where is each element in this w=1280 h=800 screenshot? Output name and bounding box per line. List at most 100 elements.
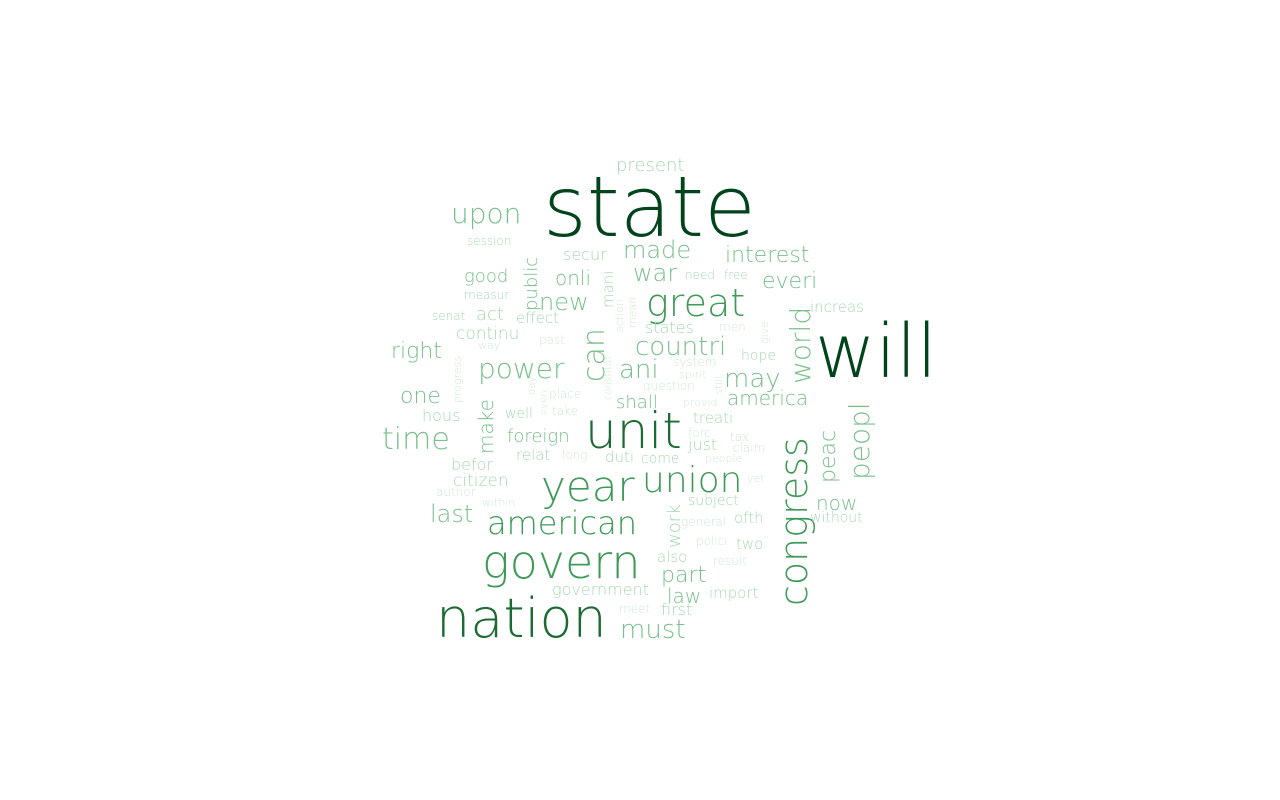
word-state: state	[543, 158, 756, 256]
word-congress: congress	[772, 437, 816, 606]
word-last: last	[430, 500, 473, 528]
word-time: time	[382, 422, 450, 457]
word-way: way	[478, 339, 500, 352]
word-within: within	[482, 496, 515, 509]
word-result: result	[713, 554, 747, 568]
word-system: system	[673, 355, 716, 369]
word-right: right	[391, 339, 442, 364]
word-secur: secur	[563, 245, 607, 264]
word-great: great	[646, 281, 745, 325]
word-effect: effect	[516, 309, 559, 327]
word-continu: continu	[456, 324, 519, 344]
word-two: two	[736, 535, 763, 553]
word-work: work	[664, 504, 685, 548]
word-peac: peac	[816, 430, 841, 483]
word-can: can	[577, 328, 612, 382]
word-general: general	[681, 515, 726, 529]
word-free: free	[724, 268, 748, 282]
word-will: will	[815, 309, 937, 395]
word-government: government	[552, 580, 649, 599]
word-peopl: peopl	[843, 402, 876, 480]
word-polici: polici	[696, 534, 728, 548]
word-even: even	[539, 390, 550, 415]
word-first: first	[661, 600, 692, 619]
word-must: must	[620, 615, 686, 645]
word-duti: duti	[605, 448, 634, 466]
word-claim: claim	[733, 441, 765, 455]
word-shall: shall	[616, 392, 658, 413]
word-citizen: citizen	[453, 471, 509, 491]
word-mean: mean	[626, 297, 639, 328]
word-long: long	[562, 448, 587, 462]
word-new: new	[539, 288, 589, 316]
word-increas: increas	[810, 298, 864, 316]
word-everi: everi	[762, 269, 817, 294]
word-upon: upon	[451, 197, 521, 230]
word-made: made	[623, 236, 691, 264]
word-public: public	[521, 257, 542, 311]
word-men: men	[719, 320, 746, 334]
word-session: session	[467, 234, 511, 248]
word-place: place	[549, 387, 581, 401]
word-meet: meet	[619, 602, 650, 616]
word-people: people	[705, 452, 742, 465]
word-now: now	[816, 491, 857, 515]
word-measur: measur	[464, 288, 509, 302]
word-power: power	[478, 352, 565, 385]
word-constitut: constitut	[603, 356, 614, 400]
word-union: union	[642, 460, 742, 501]
word-world: world	[784, 307, 817, 384]
word-interest: interest	[725, 243, 809, 268]
word-law: law	[667, 584, 701, 608]
word-day: day	[527, 377, 538, 395]
word-give: give	[758, 321, 771, 344]
word-author: author	[436, 485, 476, 499]
word-hope: hope	[741, 348, 776, 364]
word-take: take	[552, 404, 578, 418]
word-onli: onli	[555, 266, 591, 290]
word-foreign: foreign	[507, 426, 570, 447]
word-past: past	[539, 333, 565, 347]
word-treati: treati	[693, 409, 733, 427]
word-progress: progress	[451, 356, 464, 403]
word-tax: tax	[730, 430, 749, 444]
word-import: import	[709, 584, 759, 602]
word-question: question	[643, 379, 695, 393]
word-one: one	[400, 384, 441, 409]
word-provid: provid	[683, 396, 718, 409]
word-yet: yet	[747, 472, 765, 485]
word-senat: senat	[432, 309, 466, 323]
word-subject: subject	[688, 493, 739, 509]
word-need: need	[685, 268, 715, 282]
word-relat: relat	[516, 446, 550, 464]
word-without: without	[810, 510, 863, 526]
word-part: part	[661, 563, 706, 588]
word-ofth: ofth	[734, 509, 764, 527]
word-act: act	[476, 304, 504, 325]
word-come: come	[641, 451, 680, 467]
word-hous: hous	[422, 406, 460, 425]
word-good: good	[464, 266, 508, 287]
word-just: just	[687, 435, 717, 454]
word-still: still	[712, 376, 725, 395]
word-unit: unit	[585, 402, 682, 460]
word-forc: forc	[688, 426, 711, 440]
word-also: also	[657, 548, 687, 566]
word-year: year	[541, 462, 635, 511]
word-nation: nation	[436, 587, 607, 650]
word-spirit: spirit	[679, 368, 707, 381]
word-states: states	[645, 318, 694, 337]
word-make: make	[474, 399, 498, 454]
word-mani: mani	[599, 271, 617, 308]
word-befor: befor	[451, 455, 493, 474]
word-present: present	[616, 155, 684, 176]
word-may: may	[724, 364, 781, 394]
word-action: action	[613, 299, 626, 333]
word-govern: govern	[482, 535, 641, 589]
word-ani: ani	[619, 355, 659, 385]
word-american: american	[487, 504, 637, 542]
word-america: america	[727, 386, 808, 410]
word-war: war	[633, 259, 677, 287]
word-countri: countri	[635, 332, 726, 362]
